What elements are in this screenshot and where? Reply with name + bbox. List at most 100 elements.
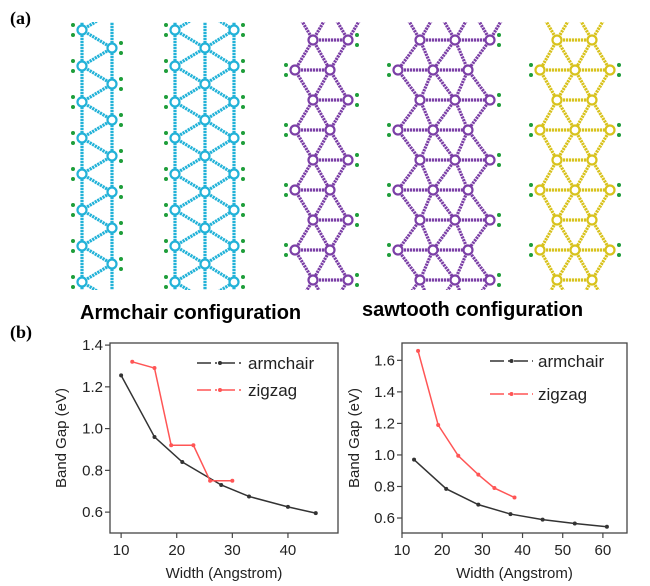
- bond: [174, 82, 206, 104]
- node-ring: [169, 60, 181, 72]
- node-ring: [228, 168, 240, 180]
- node-ring: [307, 34, 319, 46]
- hydrogen-atom: [355, 163, 359, 167]
- ribbon-sawtooth-wide: [529, 22, 621, 290]
- bond: [431, 39, 457, 71]
- node-ring: [108, 296, 117, 301]
- bond: [293, 39, 315, 71]
- hydrogen-atom: [355, 273, 359, 277]
- bond: [538, 159, 559, 191]
- node-ring: [586, 154, 598, 166]
- ribbon-sawtooth-narrow: [284, 22, 361, 290]
- node-ring: [342, 214, 354, 226]
- hydrogen-atom: [497, 223, 501, 227]
- bond: [204, 172, 235, 194]
- node-ring: [414, 94, 426, 106]
- legend-marker-armchair: [509, 359, 514, 363]
- node-ring: [199, 150, 211, 162]
- node-ring: [199, 258, 211, 270]
- bond: [174, 136, 206, 158]
- bond: [81, 262, 113, 284]
- bond: [81, 100, 113, 122]
- bond: [466, 99, 492, 131]
- bond: [466, 129, 492, 161]
- legend-marker-zigzag: [218, 388, 222, 392]
- hydrogen-atom: [497, 283, 501, 287]
- node-ring: [289, 244, 301, 256]
- hydrogen-atom: [164, 167, 168, 171]
- y-tick-label: 0.6: [82, 504, 103, 521]
- data-point-zigzag: [208, 478, 213, 483]
- data-point-armchair: [313, 511, 318, 516]
- hydrogen-atom: [71, 23, 75, 27]
- bond: [293, 69, 315, 101]
- hydrogen-atom: [71, 285, 75, 289]
- bond: [590, 129, 612, 161]
- node-ring: [414, 274, 426, 286]
- data-point-armchair: [444, 486, 449, 491]
- node-ring: [106, 114, 118, 126]
- bond: [555, 69, 577, 101]
- bond: [81, 190, 113, 212]
- hydrogen-atom: [284, 183, 288, 187]
- hydrogen-atom: [497, 153, 501, 157]
- x-axis-label: Width (Angstrom): [166, 565, 283, 582]
- data-point-armchair: [247, 494, 252, 499]
- bond: [204, 190, 235, 212]
- data-point-armchair: [219, 482, 224, 487]
- hydrogen-atom: [355, 103, 359, 107]
- legend-label-armchair: armchair: [538, 352, 604, 371]
- series-line-zigzag: [417, 350, 515, 499]
- y-axis-label: Band Gap (eV): [346, 388, 363, 488]
- x-tick-label: 20: [168, 542, 185, 559]
- node-ring: [289, 124, 301, 136]
- hydrogen-atom: [387, 183, 391, 187]
- node-ring: [169, 24, 181, 36]
- hydrogen-atom: [355, 93, 359, 97]
- hydrogen-atom: [355, 33, 359, 37]
- hydrogen-atom: [164, 141, 168, 145]
- bond: [538, 219, 559, 251]
- node-ring: [169, 168, 181, 180]
- node-ring: [534, 64, 546, 76]
- node-ring: [414, 34, 426, 46]
- legend-label-zigzag: zigzag: [538, 385, 587, 404]
- bond: [538, 69, 559, 101]
- node-ring: [76, 96, 88, 108]
- chart-1: 10 20 30 40 0.6 0.8 1.0 1.2 1.4 Width (Angstrom) B…: [53, 337, 339, 582]
- node-ring: [76, 276, 88, 288]
- node-ring: [199, 186, 211, 198]
- hydrogen-atom: [119, 293, 123, 297]
- hydrogen-atom: [617, 123, 621, 127]
- hydrogen-atom: [164, 249, 168, 253]
- hydrogen-atom: [164, 23, 168, 27]
- bond: [431, 189, 457, 221]
- bond: [431, 159, 457, 191]
- hydrogen-atom: [71, 141, 75, 145]
- node-ring: [586, 34, 598, 46]
- hydrogen-atom: [241, 177, 245, 181]
- data-point-armchair: [476, 502, 481, 507]
- data-point-armchair: [285, 504, 290, 509]
- hydrogen-atom: [164, 239, 168, 243]
- node-ring: [169, 276, 181, 288]
- node-ring: [199, 222, 211, 234]
- bond: [538, 39, 559, 71]
- hydrogen-atom: [241, 213, 245, 217]
- node-ring: [484, 154, 496, 166]
- bond: [590, 99, 612, 131]
- sawtooth-configuration-title: sawtooth configuration: [362, 299, 584, 321]
- x-tick-label: 40: [514, 542, 531, 559]
- hydrogen-atom: [71, 33, 75, 37]
- bond: [466, 69, 492, 101]
- node-ring: [449, 274, 461, 286]
- hydrogen-atom: [387, 243, 391, 247]
- hydrogen-atom: [119, 159, 123, 163]
- data-point-armchair: [604, 524, 609, 529]
- chart-2: 10 20 30 40 50 60 0.6 0.8 1.0 1.2 1.4 1.6 Width (Ang…: [346, 342, 628, 582]
- hydrogen-atom: [529, 63, 533, 67]
- node-ring: [462, 184, 474, 196]
- node-ring: [427, 184, 439, 196]
- hydrogen-atom: [241, 23, 245, 27]
- bond: [590, 219, 612, 251]
